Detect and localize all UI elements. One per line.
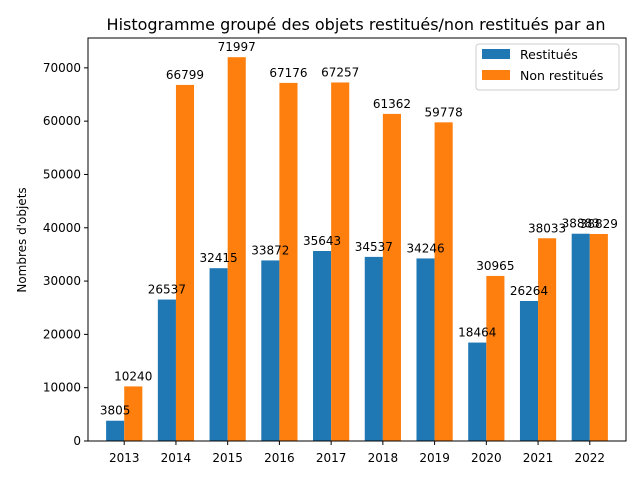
x-tick-label: 2016 [264,451,295,465]
bar-value-label: 30965 [476,259,514,273]
y-tick-label: 0 [73,434,81,448]
x-tick-label: 2018 [368,451,399,465]
y-tick-label: 50000 [43,167,81,181]
bar-restitues [364,256,383,441]
bar-non-restitues [279,82,298,442]
bar-restitues [261,260,280,441]
bar-value-label: 66799 [166,68,204,82]
bar-value-label: 38883 [562,217,600,231]
bar-value-label: 33872 [251,243,289,257]
bar-value-label: 67257 [321,65,359,79]
legend: Restitués Non restitués [475,43,620,91]
bar-non-restitues [331,82,350,442]
y-tick-label: 30000 [43,274,81,288]
bar-value-label: 38033 [528,221,566,235]
x-tick-label: 2022 [575,451,606,465]
legend-label: Non restitués [520,68,603,83]
bar-non-restitues [589,234,608,441]
y-tick-label: 60000 [43,114,81,128]
bar-non-restitues [434,122,453,442]
bar-value-label: 67176 [269,66,307,80]
bar-non-restitues [486,275,505,441]
bar-value-label: 34537 [355,240,393,254]
bars [106,57,608,442]
bar-value-label: 59778 [425,105,463,119]
y-axis: 0 10000 20000 30000 40000 50000 60000 70000 [43,61,88,448]
bar-value-label: 3805 [100,404,131,418]
x-tick-label: 2020 [471,451,502,465]
bar-non-restitues [124,386,143,441]
y-tick-label: 10000 [43,381,81,395]
bar-value-label: 35643 [303,234,341,248]
x-tick-label: 2019 [419,451,450,465]
bar-value-label: 10240 [114,369,152,383]
bar-value-labels: 3805 26537 32415 33872 35643 34537 34246 18464 2… [100,40,618,418]
chart-title: Histogramme groupé des objets restitués/… [107,15,606,34]
bar-value-label: 26264 [510,284,548,298]
x-tick-label: 2014 [161,451,192,465]
x-tick-label: 2013 [109,451,140,465]
legend-swatch [482,70,510,80]
bar-value-label: 38829 [580,217,618,231]
bar-restitues [468,342,487,441]
plot-frame [87,37,627,442]
bar-non-restitues [227,57,246,442]
x-tick-label: 2017 [316,451,347,465]
bar-restitues [416,258,435,441]
bar-non-restitues [175,84,195,441]
bar-restitues [313,250,332,441]
y-tick-label: 20000 [43,327,81,341]
bar-restitues [519,300,539,441]
y-tick-label: 70000 [43,61,81,75]
bar-non-restitues [538,238,557,441]
bar-non-restitues [382,113,401,441]
y-tick-label: 40000 [43,221,81,235]
bar-restitues [209,268,228,441]
bar-restitues [106,420,125,441]
y-axis-label: Nombres d'objets [15,187,29,292]
bar-value-label: 32415 [200,251,238,265]
bar-value-label: 71997 [218,40,256,54]
bar-restitues [157,299,176,441]
legend-swatch [482,49,510,59]
bar-restitues [571,233,590,441]
bar-value-label: 61362 [373,97,411,111]
x-tick-label: 2021 [523,451,554,465]
legend-box [475,43,620,91]
bar-value-label: 26537 [148,283,186,297]
bar-value-label: 18464 [458,326,496,340]
x-axis: 2013 2014 2015 2016 2017 2018 2019 2020 2021 2022 [109,441,605,465]
bar-value-label: 34246 [406,241,444,255]
legend-label: Restitués [520,47,578,62]
x-tick-label: 2015 [212,451,243,465]
